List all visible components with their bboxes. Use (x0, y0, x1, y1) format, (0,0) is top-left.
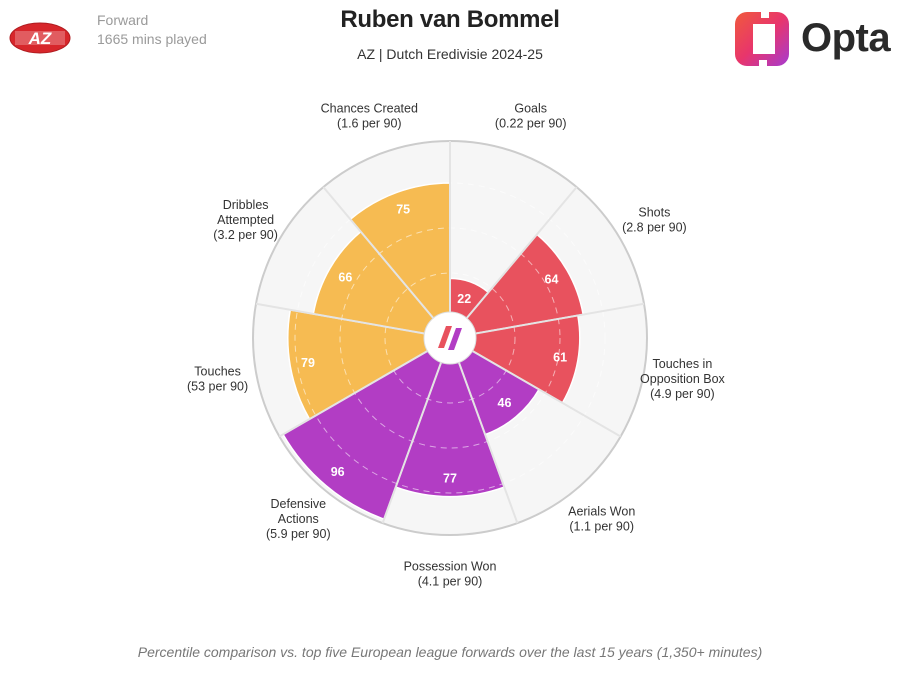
axis-label-2: Touches in Opposition Box (4.9 per 90) (640, 357, 726, 401)
footnote: Percentile comparison vs. top five Europ… (137, 644, 763, 660)
spoke-7 (255, 302, 451, 339)
value-label-5: 96 (331, 465, 345, 479)
player-subtitle: AZ | Dutch Eredivisie 2024-25 (357, 46, 543, 62)
axis-label-1: Shots (2.8 per 90) (622, 206, 687, 235)
axis-label-5: Defensive Actions (5.9 per 90) (266, 497, 331, 541)
minutes-played: 1665 mins played (97, 31, 207, 47)
player-meta: Forward 1665 mins played (97, 11, 207, 49)
center-circle (423, 311, 477, 365)
axis-labels: Goals (0.22 per 90) Shots (2.8 per 90) Touch… (187, 102, 726, 589)
opta-wordmark: Opta (801, 16, 891, 60)
club-logo: AZ (9, 22, 71, 54)
value-label-1: 64 (545, 272, 559, 286)
value-label-3: 46 (498, 396, 512, 410)
axis-label-4: Possession Won (4.1 per 90) (404, 560, 497, 589)
axis-label-0: Goals (0.22 per 90) (495, 102, 567, 131)
center-mark-right (448, 328, 462, 350)
spoke-1 (449, 186, 578, 339)
axis-label-3: Aerials Won (1.1 per 90) (568, 504, 635, 533)
value-label-4: 77 (443, 472, 457, 486)
center-mark-left (438, 326, 452, 348)
spoke-5 (381, 337, 451, 524)
header: AZ Forward 1665 mins played Ruben van Bo… (0, 0, 900, 80)
value-label-7: 66 (338, 271, 352, 285)
value-label-8: 75 (396, 202, 410, 216)
value-labels: 22 64 61 46 77 96 79 66 75 (301, 202, 567, 485)
axis-label-7: Dribbles Attempted (3.2 per 90) (213, 198, 278, 242)
spoke-4 (449, 337, 519, 524)
axis-label-8: Chances Created (1.6 per 90) (321, 102, 418, 131)
spoke-6 (278, 337, 451, 438)
opta-logo: Opta (733, 6, 893, 72)
chart-spokes (255, 141, 645, 524)
spoke-3 (449, 337, 622, 438)
gridline-25 (384, 272, 516, 404)
polar-chart: 22 64 61 46 77 96 79 66 75 Goals (0.22 per 90) Sho… (187, 102, 726, 589)
spoke-2 (449, 302, 645, 339)
value-label-0: 22 (457, 292, 471, 306)
svg-text:AZ: AZ (28, 29, 52, 48)
spoke-8 (322, 186, 451, 339)
center-badge (423, 311, 477, 365)
player-position: Forward (97, 12, 149, 28)
player-name: Ruben van Bommel (340, 6, 560, 33)
opta-mark-icon (735, 8, 789, 70)
axis-label-6: Touches (53 per 90) (187, 364, 248, 393)
value-label-6: 79 (301, 356, 315, 370)
value-label-2: 61 (553, 350, 567, 364)
